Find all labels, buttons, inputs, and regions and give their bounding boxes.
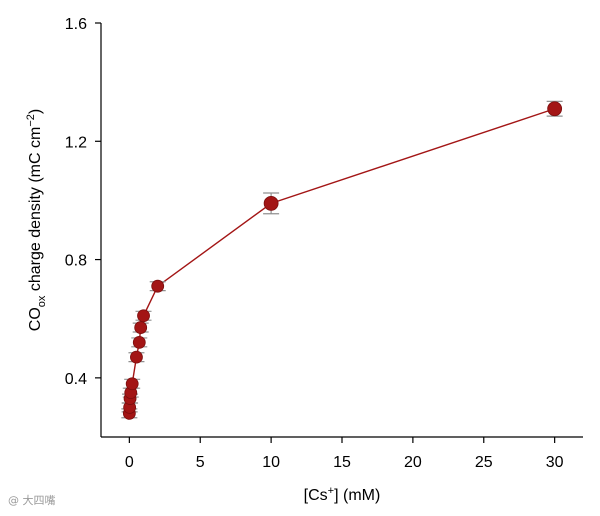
axes xyxy=(100,23,583,438)
series-line xyxy=(128,108,555,414)
data-point xyxy=(130,350,143,364)
data-point xyxy=(125,377,139,391)
x-tick-label: 25 xyxy=(475,454,493,471)
y-tick-label: 1.2 xyxy=(65,134,87,151)
data-point xyxy=(134,321,148,334)
data-point xyxy=(547,101,563,117)
x-tick-label: 15 xyxy=(333,454,351,471)
ticks: 0 5 10 15 20 25 30 0.4 0.8 1.2 1.6 xyxy=(65,16,564,471)
x-tick-label: 20 xyxy=(404,454,422,471)
y-tick-label: 0.4 xyxy=(65,371,87,388)
series-path xyxy=(128,108,555,414)
x-tick-label: 5 xyxy=(196,454,205,471)
watermark: @ 大四嘴 xyxy=(8,494,56,507)
data-points xyxy=(122,101,563,420)
x-axis-title: [Cs+] (mM) xyxy=(304,485,381,504)
x-tick-label: 30 xyxy=(546,454,564,471)
y-axis-title: COox charge density (mC cm−2) xyxy=(25,109,48,331)
y-tick-label: 0.8 xyxy=(65,253,87,270)
error-bars xyxy=(121,100,563,419)
x-tick-label: 10 xyxy=(262,454,280,471)
x-tick-label: 0 xyxy=(125,454,134,471)
y-tick-label: 1.6 xyxy=(65,16,87,33)
data-point xyxy=(263,195,279,211)
data-point xyxy=(137,309,150,323)
data-point xyxy=(151,279,165,293)
data-point xyxy=(132,335,146,349)
